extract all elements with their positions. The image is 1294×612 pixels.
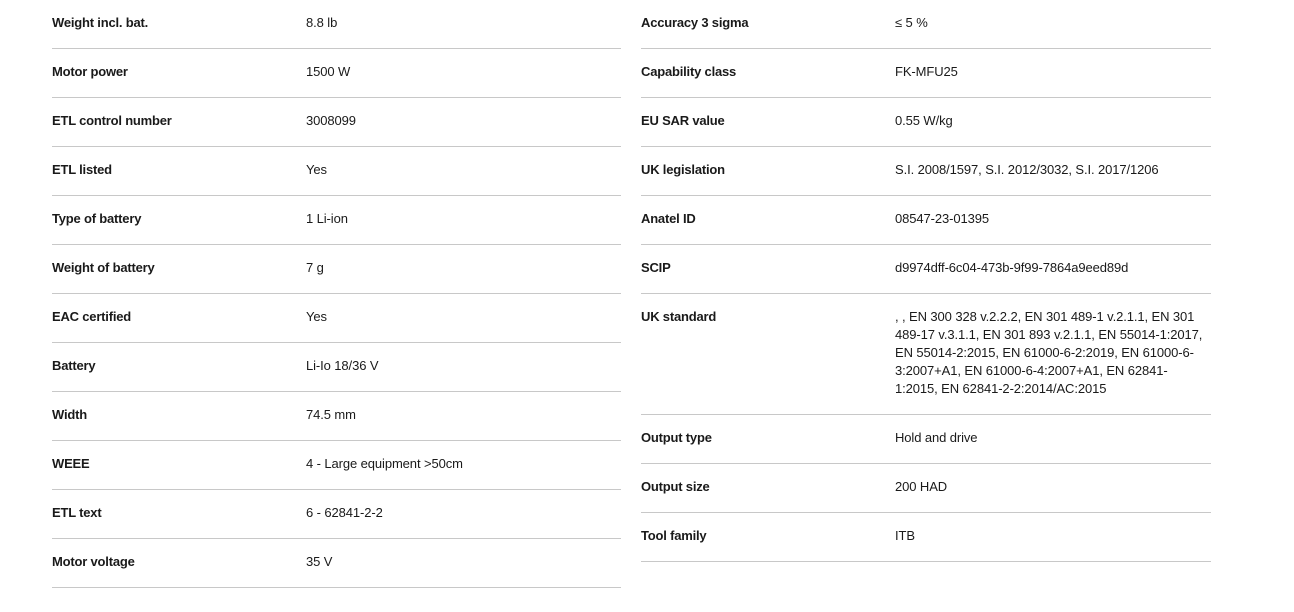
spec-label: Weight incl. bat. (52, 15, 149, 30)
spec-label: Capability class (641, 64, 737, 79)
spec-value: FK-MFU25 (895, 64, 958, 79)
spec-label: UK standard (641, 309, 717, 324)
spec-row: WEEE 4 - Large equipment >50cm (52, 441, 621, 490)
spec-row: Output type Hold and drive (641, 415, 1211, 464)
spec-label: EU SAR value (641, 113, 725, 128)
spec-value: , , EN 300 328 v.2.2.2, EN 301 489-1 v.2… (895, 309, 1203, 396)
spec-row: Motor voltage 35 V (52, 539, 621, 588)
spec-label: Output type (641, 430, 712, 445)
spec-value: Li-Io 18/36 V (306, 358, 379, 373)
spec-label: UK legislation (641, 162, 725, 177)
spec-label: ETL text (52, 505, 102, 520)
spec-value: Yes (306, 309, 327, 324)
spec-label: Width (52, 407, 87, 422)
spec-label: Output size (641, 479, 710, 494)
spec-row: Width 74.5 mm (52, 392, 621, 441)
spec-label: ETL control number (52, 113, 172, 128)
spec-value: 35 V (306, 554, 333, 569)
spec-value: 08547-23-01395 (895, 211, 990, 226)
spec-row: EU SAR value 0.55 W/kg (641, 98, 1211, 147)
spec-row: SCIP d9974dff-6c04-473b-9f99-7864a9eed89d (641, 245, 1211, 294)
spec-row: Accuracy 3 sigma ≤ 5 % (641, 0, 1211, 49)
spec-row: Tool family ITB (641, 513, 1211, 562)
spec-label: Tool family (641, 528, 707, 543)
spec-label: Motor voltage (52, 554, 135, 569)
spec-value: ITB (895, 528, 915, 543)
spec-row: Output size 200 HAD (641, 464, 1211, 513)
spec-value: 4 - Large equipment >50cm (306, 456, 463, 471)
spec-row: Weight of battery 7 g (52, 245, 621, 294)
spec-row: UK standard , , EN 300 328 v.2.2.2, EN 30… (641, 294, 1211, 415)
spec-label: Battery (52, 358, 96, 373)
spec-row: Motor power 1500 W (52, 49, 621, 98)
spec-label: SCIP (641, 260, 671, 275)
spec-row: Type of battery 1 Li-ion (52, 196, 621, 245)
spec-row: ETL listed Yes (52, 147, 621, 196)
spec-row: UK legislation S.I. 2008/1597, S.I. 2012/… (641, 147, 1211, 196)
spec-value: 74.5 mm (306, 407, 356, 422)
spec-value: 1 Li-ion (306, 211, 348, 226)
spec-value: 1500 W (306, 64, 351, 79)
spec-value: Yes (306, 162, 327, 177)
spec-row: Capability class FK-MFU25 (641, 49, 1211, 98)
spec-label: ETL listed (52, 162, 112, 177)
spec-table-right: Accuracy 3 sigma ≤ 5 % Capability class FK-… (641, 0, 1211, 562)
spec-label: WEEE (52, 456, 90, 471)
spec-row: Weight incl. bat. 8.8 lb (52, 0, 621, 49)
spec-row: ETL text 6 - 62841-2-2 (52, 490, 621, 539)
spec-row: EAC certified Yes (52, 294, 621, 343)
spec-value: 3008099 (306, 113, 356, 128)
spec-value: 7 g (306, 260, 324, 275)
spec-value: 200 HAD (895, 479, 948, 494)
spec-value: 0.55 W/kg (895, 113, 953, 128)
spec-table-left: Weight incl. bat. 8.8 lb Motor power 1500 W… (52, 0, 621, 588)
spec-value: S.I. 2008/1597, S.I. 2012/3032, S.I. 201… (895, 162, 1159, 177)
spec-row: ETL control number 3008099 (52, 98, 621, 147)
spec-value: 8.8 lb (306, 15, 338, 30)
spec-row: Battery Li-Io 18/36 V (52, 343, 621, 392)
spec-value: ≤ 5 % (895, 15, 928, 30)
spec-value: d9974dff-6c04-473b-9f99-7864a9eed89d (895, 260, 1129, 275)
spec-label: Type of battery (52, 211, 142, 226)
spec-label: Accuracy 3 sigma (641, 15, 749, 30)
spec-label: Anatel ID (641, 211, 696, 226)
spec-row: Anatel ID 08547-23-01395 (641, 196, 1211, 245)
spec-label: EAC certified (52, 309, 132, 324)
spec-label: Weight of battery (52, 260, 155, 275)
spec-value: Hold and drive (895, 430, 978, 445)
spec-value: 6 - 62841-2-2 (306, 505, 383, 520)
spec-label: Motor power (52, 64, 128, 79)
